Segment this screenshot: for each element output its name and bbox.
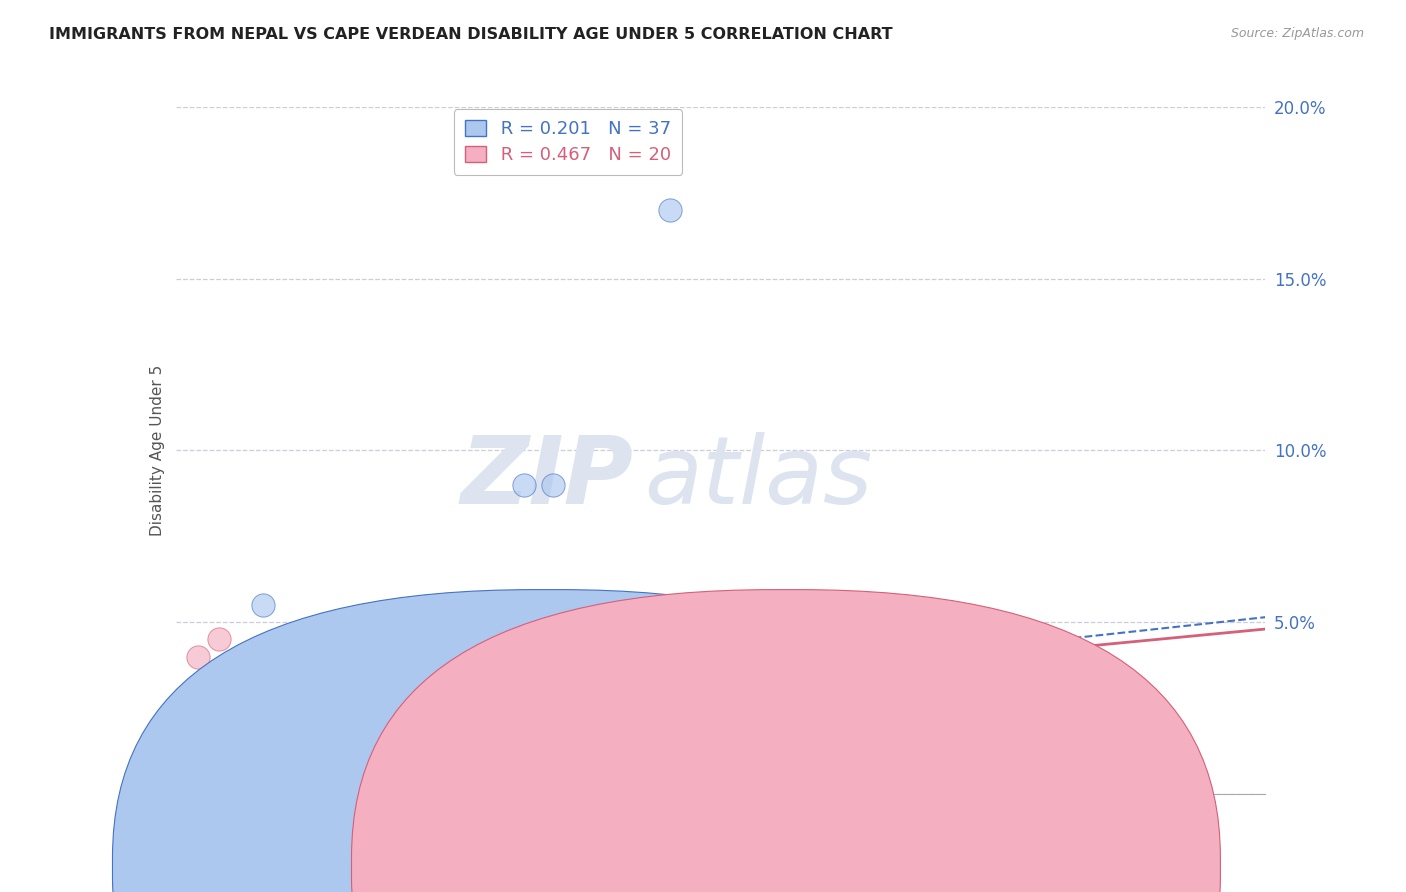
Point bbox=[673, 690, 696, 705]
Point bbox=[201, 725, 224, 739]
Point bbox=[238, 746, 260, 760]
Point bbox=[252, 598, 274, 612]
Point bbox=[325, 770, 347, 784]
Point bbox=[201, 759, 224, 773]
Point bbox=[231, 649, 253, 664]
Point bbox=[274, 718, 297, 732]
Point bbox=[295, 649, 318, 664]
Point bbox=[179, 735, 201, 749]
Y-axis label: Disability Age Under 5: Disability Age Under 5 bbox=[149, 365, 165, 536]
Point bbox=[855, 759, 877, 773]
Point bbox=[419, 701, 441, 715]
Point bbox=[274, 690, 297, 705]
Point bbox=[208, 746, 231, 760]
Text: Cape Verdeans: Cape Verdeans bbox=[804, 860, 920, 874]
Point bbox=[346, 759, 368, 773]
Point bbox=[215, 683, 238, 698]
Text: ZIP: ZIP bbox=[461, 432, 633, 524]
Point bbox=[309, 735, 332, 749]
Point bbox=[186, 753, 209, 767]
Point bbox=[543, 478, 565, 492]
Point bbox=[637, 701, 659, 715]
Point bbox=[222, 759, 245, 773]
Point bbox=[259, 759, 281, 773]
Point bbox=[222, 759, 245, 773]
Point bbox=[456, 759, 478, 773]
Text: atlas: atlas bbox=[644, 433, 873, 524]
Point bbox=[564, 759, 586, 773]
Legend:  R = 0.201   N = 37,  R = 0.467   N = 20: R = 0.201 N = 37, R = 0.467 N = 20 bbox=[454, 109, 682, 175]
Point bbox=[513, 690, 536, 705]
Point bbox=[963, 759, 986, 773]
Point bbox=[855, 622, 877, 636]
Point bbox=[186, 718, 209, 732]
Point bbox=[266, 753, 288, 767]
Point bbox=[186, 649, 209, 664]
Point bbox=[208, 632, 231, 647]
Text: Immigrants from Nepal: Immigrants from Nepal bbox=[565, 860, 742, 874]
Point bbox=[891, 770, 914, 784]
Point bbox=[201, 701, 224, 715]
Point bbox=[238, 701, 260, 715]
Point bbox=[382, 683, 405, 698]
Point bbox=[245, 735, 267, 749]
Point bbox=[172, 770, 194, 784]
Point bbox=[194, 770, 217, 784]
Point bbox=[309, 753, 332, 767]
Text: 0.0%: 0.0% bbox=[176, 805, 215, 819]
Point bbox=[658, 202, 681, 217]
Point bbox=[782, 683, 804, 698]
Point bbox=[179, 759, 201, 773]
Point bbox=[346, 759, 368, 773]
Point bbox=[165, 763, 187, 777]
Point bbox=[513, 478, 536, 492]
Point bbox=[382, 759, 405, 773]
Point bbox=[288, 753, 311, 767]
Point bbox=[172, 753, 194, 767]
Text: IMMIGRANTS FROM NEPAL VS CAPE VERDEAN DISABILITY AGE UNDER 5 CORRELATION CHART: IMMIGRANTS FROM NEPAL VS CAPE VERDEAN DI… bbox=[49, 27, 893, 42]
Point bbox=[600, 770, 623, 784]
Point bbox=[222, 666, 245, 681]
Point bbox=[600, 683, 623, 698]
Point bbox=[179, 770, 201, 784]
Point bbox=[172, 753, 194, 767]
Text: Source: ZipAtlas.com: Source: ZipAtlas.com bbox=[1230, 27, 1364, 40]
Point bbox=[215, 701, 238, 715]
Point bbox=[194, 759, 217, 773]
Point bbox=[419, 770, 441, 784]
